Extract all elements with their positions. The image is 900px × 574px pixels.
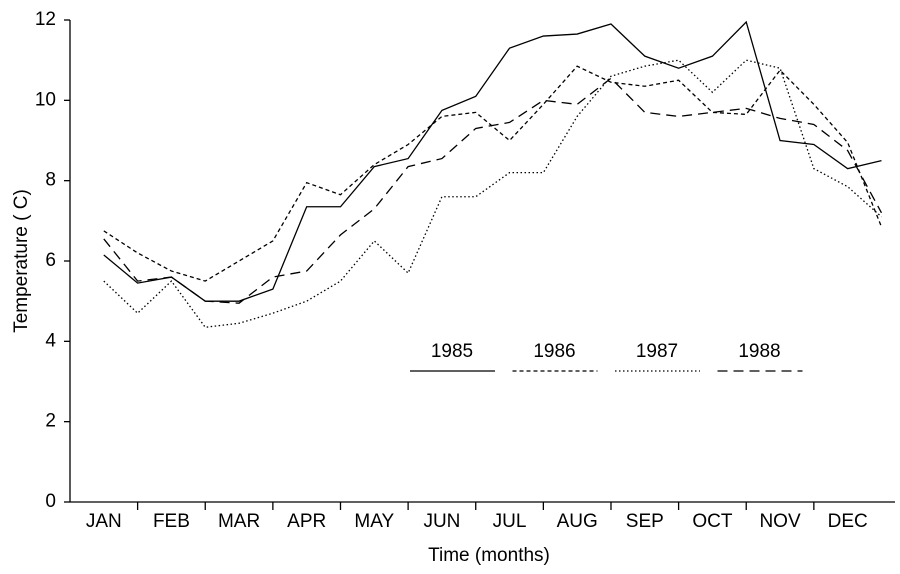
x-tick-label: APR bbox=[287, 511, 326, 532]
y-tick-label: 6 bbox=[45, 250, 56, 271]
x-tick-label: MAY bbox=[354, 511, 394, 532]
series-line bbox=[103, 59, 882, 328]
legend-label: 1987 bbox=[636, 341, 678, 362]
series-line bbox=[103, 65, 883, 282]
x-tick-label: JUN bbox=[423, 511, 460, 532]
y-tick-label: 10 bbox=[35, 89, 56, 110]
x-tick-label: NOV bbox=[759, 511, 801, 532]
x-tick-label: JUL bbox=[493, 511, 527, 532]
y-axis-label: Temperature ( C) bbox=[11, 189, 32, 333]
y-tick-label: 0 bbox=[45, 491, 56, 512]
legend-label: 1988 bbox=[738, 341, 780, 362]
x-tick-label: OCT bbox=[692, 511, 733, 532]
x-tick-label: FEB bbox=[153, 511, 190, 532]
x-tick-label: DEC bbox=[828, 511, 868, 532]
x-tick-label: MAR bbox=[218, 511, 260, 532]
y-tick-label: 2 bbox=[45, 411, 56, 432]
x-tick-label: JAN bbox=[86, 511, 122, 532]
legend-label: 1986 bbox=[533, 341, 575, 362]
y-tick-label: 12 bbox=[35, 9, 56, 30]
x-axis-label: Time (months) bbox=[428, 545, 550, 566]
y-tick-label: 8 bbox=[45, 170, 56, 191]
legend-label: 1985 bbox=[431, 341, 473, 362]
y-tick-label: 4 bbox=[45, 330, 56, 351]
series-line bbox=[103, 20, 882, 302]
series-line bbox=[103, 77, 883, 304]
x-tick-label: SEP bbox=[626, 511, 664, 532]
x-tick-label: AUG bbox=[557, 511, 598, 532]
